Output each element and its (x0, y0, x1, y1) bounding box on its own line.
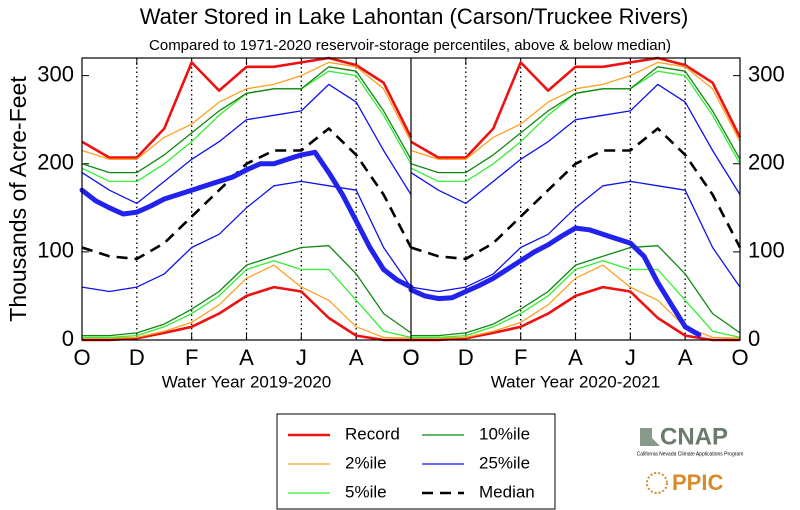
legend-label: Median (479, 482, 535, 501)
y-axis-label: Thousands of Acre-Feet (5, 76, 31, 322)
logo-text: PPIC (672, 470, 723, 495)
percentile-line (410, 66, 741, 174)
percentile-line (410, 61, 741, 160)
percentile-line (82, 285, 411, 342)
x-axis-label: Water Year 2020-2021 (491, 372, 661, 391)
x-tick-label: A (349, 345, 364, 370)
x-tick-label: J (296, 345, 307, 370)
x-tick-label: O (73, 345, 90, 370)
storage-line (79, 149, 414, 290)
percentile-line (81, 61, 412, 160)
y-tick-label: 100 (37, 238, 74, 263)
percentile-line (411, 245, 741, 337)
storage-line (408, 225, 702, 338)
y-tick-label: 200 (748, 150, 785, 175)
x-tick-label: D (458, 345, 474, 370)
chart-title: Water Stored in Lake Lahontan (Carson/Tr… (140, 4, 689, 29)
cnap-logo: CNAP California Nevada Climate Applicati… (637, 423, 744, 494)
percentile-line (410, 127, 742, 261)
x-tick-label: A (678, 345, 693, 370)
percentile-line (82, 260, 412, 339)
legend-label: 25%ile (479, 453, 530, 472)
chart-subtitle: Compared to 1971-2020 reservoir-storage … (149, 37, 671, 54)
percentile-line (411, 260, 741, 339)
logo-text: CNAP (660, 423, 728, 450)
x-tick-label: J (625, 345, 636, 370)
legend-box (276, 413, 556, 510)
percentile-line (81, 127, 413, 261)
logo-icon (640, 428, 660, 446)
percentile-line (410, 83, 741, 205)
percentile-line (410, 56, 742, 159)
legend-label: 10%ile (479, 424, 530, 443)
percentile-line (82, 245, 412, 337)
x-tick-label: A (568, 345, 583, 370)
x-tick-label: F (514, 345, 527, 370)
y-tick-label: 100 (748, 238, 785, 263)
y-tick-label: 0 (62, 326, 74, 351)
percentile-line (81, 180, 412, 293)
x-tick-label: O (402, 345, 419, 370)
percentile-line (81, 66, 412, 174)
percentile-line (81, 83, 412, 205)
y-tick-label: 300 (37, 61, 74, 86)
y-tick-label: 0 (748, 326, 760, 351)
legend-label: 2%ile (345, 453, 387, 472)
x-axis-label: Water Year 2019-2020 (162, 372, 332, 391)
logo-icon (646, 472, 668, 494)
x-tick-label: A (239, 345, 254, 370)
x-tick-label: F (185, 345, 198, 370)
legend-label: 5%ile (345, 482, 387, 501)
x-tick-label: D (129, 345, 145, 370)
x-tick-label: O (731, 345, 748, 370)
percentile-line (410, 180, 741, 293)
percentile-line (82, 264, 412, 339)
percentile-line (411, 285, 740, 342)
y-tick-label: 300 (748, 61, 785, 86)
y-tick-label: 200 (37, 150, 74, 175)
legend-label: Record (345, 424, 400, 443)
logo-subtext: California Nevada Climate Applications P… (637, 451, 744, 457)
percentile-line (81, 56, 413, 159)
x-tick-label: O (402, 345, 419, 370)
